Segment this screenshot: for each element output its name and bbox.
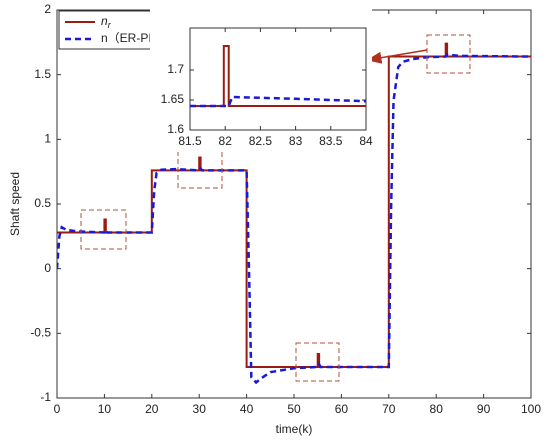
x-tick-label: 20	[145, 402, 159, 416]
x-tick-label: 84	[359, 134, 373, 148]
y-tick-label: -0.5	[30, 326, 51, 340]
x-tick-label: 0	[54, 402, 61, 416]
y-tick-label: 0.5	[34, 196, 51, 210]
y-tick-label: 1.7	[167, 62, 184, 76]
arrow	[366, 49, 428, 64]
x-tick-label: 81.5	[178, 134, 202, 148]
y-tick-label: 1	[44, 132, 51, 146]
x-tick-label: 50	[287, 402, 301, 416]
y-tick-label: 1.6	[167, 122, 184, 136]
x-tick-label: 30	[193, 402, 207, 416]
y-tick-label: -1	[40, 390, 51, 404]
x-tick-label: 40	[240, 402, 254, 416]
plot-area	[189, 27, 367, 131]
x-tick-label: 10	[98, 402, 112, 416]
x-axis-label: time(k)	[276, 422, 313, 436]
x-tick-label: 100	[521, 402, 541, 416]
series-line	[190, 45, 366, 107]
series-line	[57, 53, 531, 385]
x-tick-label: 83.5	[319, 134, 343, 148]
highlight-box	[177, 147, 223, 189]
y-tick-label: 1.5	[34, 67, 51, 81]
x-tick-label: 82	[219, 134, 233, 148]
y-axis-label: Shaft speed	[8, 172, 22, 236]
y-tick-label: 2	[44, 2, 51, 16]
x-tick-label: 82.5	[249, 134, 273, 148]
inset-plot: 81.5 82 82.5 83 83.5 84 1.6 1.65 1.7	[161, 27, 373, 148]
legend-label: nr	[101, 14, 112, 30]
x-tick-label: 80	[430, 402, 444, 416]
y-tick-label: 1.65	[161, 92, 185, 106]
y-tick-label: 0	[44, 261, 51, 275]
highlight-box	[80, 209, 127, 250]
series-line	[190, 95, 366, 108]
x-tick-label: 90	[477, 402, 491, 416]
x-tick-label: 60	[335, 402, 349, 416]
x-tick-label: 83	[289, 134, 303, 148]
series-line	[57, 42, 531, 368]
x-tick-label: 70	[382, 402, 396, 416]
